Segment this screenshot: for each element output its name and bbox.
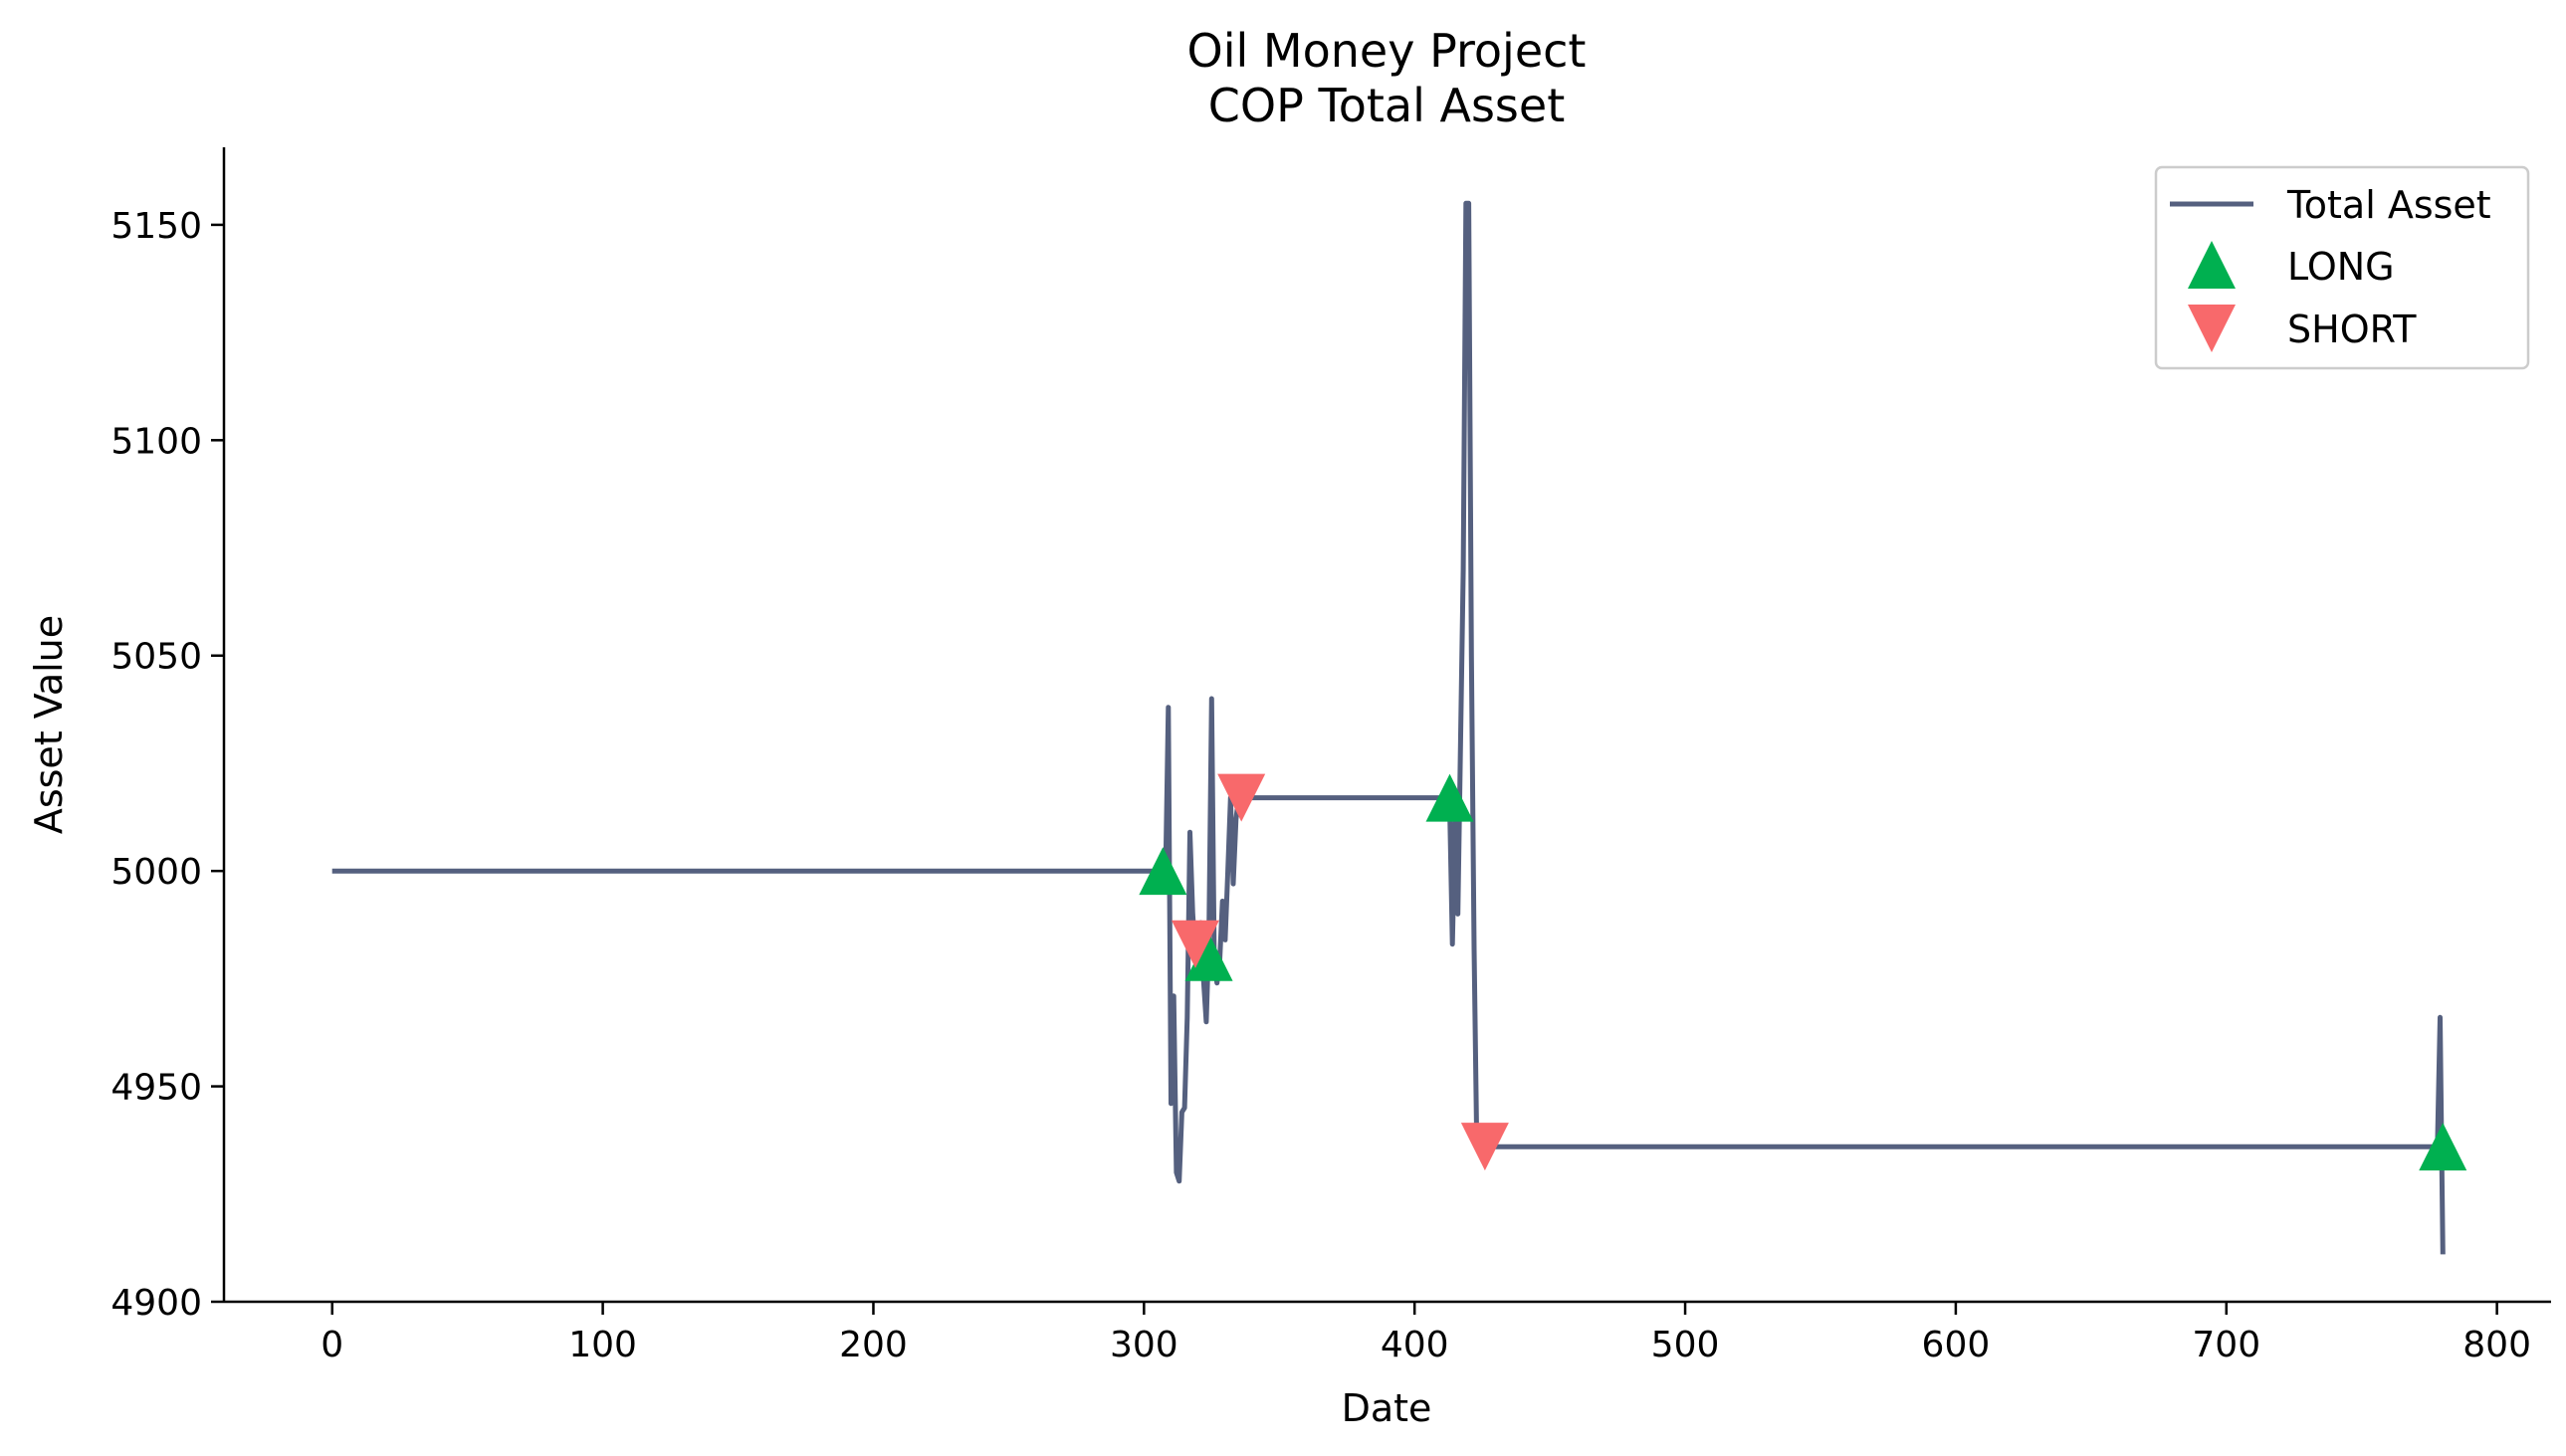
- legend: Total Asset LONG SHORT: [2154, 165, 2530, 370]
- plot-area: [331, 200, 2467, 1255]
- x-tick-label: 700: [2192, 1325, 2260, 1365]
- legend-label-short: SHORT: [2287, 308, 2417, 351]
- x-axis-label: Date: [1342, 1386, 1432, 1430]
- y-tick-label: 5000: [110, 852, 202, 893]
- long-marker: [1184, 933, 1233, 981]
- short-marker: [1460, 1123, 1509, 1171]
- long-marker: [1139, 847, 1187, 896]
- short-marker: [1217, 773, 1266, 822]
- y-ticks: 4900 4950 5000 5050 5100 5150: [110, 206, 224, 1324]
- y-tick-label: 5100: [110, 421, 202, 462]
- long-marker: [2419, 1123, 2467, 1171]
- x-ticks: 0 100 200 300 400 500 600 700 800: [321, 1302, 2531, 1365]
- legend-label-total-asset: Total Asset: [2286, 183, 2491, 227]
- y-tick-label: 4950: [110, 1068, 202, 1109]
- y-axis-label: Asset Value: [27, 615, 71, 834]
- legend-box: [2154, 165, 2530, 370]
- legend-swatch-short: [2188, 305, 2236, 352]
- short-marker: [1171, 920, 1219, 968]
- chart-subtitle: COP Total Asset: [1208, 79, 1565, 132]
- x-tick-label: 200: [839, 1325, 908, 1365]
- legend-swatch-long: [2188, 241, 2236, 289]
- x-tick-label: 300: [1110, 1325, 1178, 1365]
- chart-title: Oil Money Project: [1187, 24, 1587, 78]
- x-tick-label: 100: [568, 1325, 637, 1365]
- y-tick-label: 5150: [110, 206, 202, 247]
- y-tick-label: 5050: [110, 637, 202, 678]
- series-line-total-asset: [331, 200, 2446, 1255]
- y-tick-label: 4900: [110, 1283, 202, 1324]
- x-tick-label: 600: [1922, 1325, 1991, 1365]
- long-marker: [1425, 773, 1474, 822]
- x-tick-label: 800: [2462, 1325, 2531, 1365]
- x-tick-label: 400: [1381, 1325, 1449, 1365]
- x-tick-label: 500: [1651, 1325, 1720, 1365]
- x-tick-label: 0: [321, 1325, 343, 1365]
- legend-label-long: LONG: [2287, 245, 2395, 289]
